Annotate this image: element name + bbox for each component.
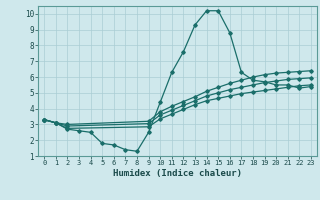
X-axis label: Humidex (Indice chaleur): Humidex (Indice chaleur) [113,169,242,178]
